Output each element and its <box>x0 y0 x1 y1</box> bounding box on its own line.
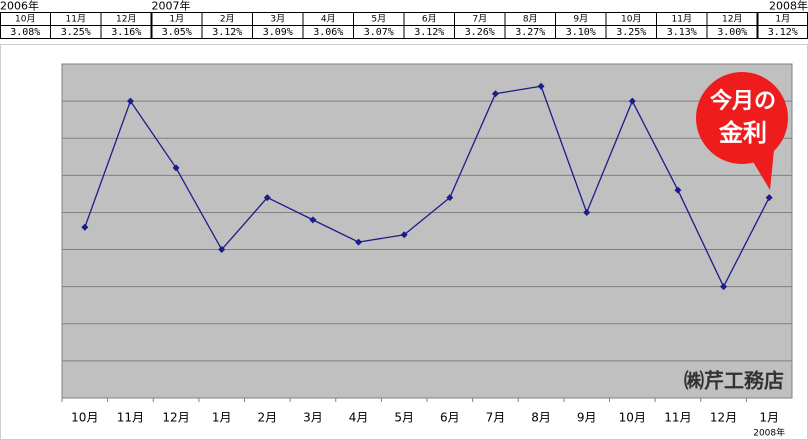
x-tick-label: 10月 <box>619 411 646 425</box>
data-point <box>537 82 545 90</box>
table-month: 9月 <box>573 14 588 25</box>
table-rate: 3.25% <box>616 27 646 38</box>
data-point <box>720 283 728 291</box>
table-rate: 3.12% <box>212 27 242 38</box>
table-rate: 3.12% <box>768 27 798 38</box>
data-point <box>263 194 271 202</box>
callout-text: 今月の <box>710 88 776 114</box>
table-month: 8月 <box>523 14 538 25</box>
x-tick-label: 3月 <box>303 411 323 425</box>
data-point <box>583 208 591 216</box>
x-tick-label: 2月 <box>257 411 277 425</box>
table-rate: 3.13% <box>667 27 697 38</box>
callout-bubble <box>696 72 788 164</box>
data-point <box>81 223 89 231</box>
table-month: 7月 <box>472 14 487 25</box>
callout-text: 金利 <box>718 119 767 147</box>
x-tick-label: 11月 <box>117 411 144 425</box>
data-point <box>309 216 317 224</box>
table-month: 11月 <box>66 14 86 25</box>
table-rate: 3.10% <box>566 27 596 38</box>
table-month: 2月 <box>220 14 235 25</box>
data-point <box>126 97 134 105</box>
plot-area <box>61 63 793 399</box>
table-month: 6月 <box>422 14 437 25</box>
data-line <box>84 85 770 289</box>
table-rate: 3.07% <box>364 27 394 38</box>
x-tick-label: 5月 <box>394 411 414 425</box>
year-label: 2006年 <box>0 0 39 13</box>
table-month: 10月 <box>15 14 35 25</box>
data-point <box>400 231 408 239</box>
x-tick-label: 1月 <box>759 411 779 425</box>
x-tick-label: 6月 <box>440 411 460 425</box>
table-month: 12月 <box>116 14 136 25</box>
table-rate: 3.16% <box>111 27 141 38</box>
x-tick-label: 10月 <box>71 411 98 425</box>
data-point <box>491 90 499 98</box>
watermark: ㈱芹工務店 <box>684 369 784 393</box>
x-tick-label: 12月 <box>162 411 189 425</box>
x-year-label: 2008年 <box>753 427 785 439</box>
data-point <box>172 164 180 172</box>
table-rate: 3.26% <box>465 27 495 38</box>
table-month: 5月 <box>371 14 386 25</box>
x-tick-label: 8月 <box>531 411 551 425</box>
data-point <box>765 194 773 202</box>
x-tick-label: 11月 <box>664 411 691 425</box>
x-tick-label: 7月 <box>486 411 506 425</box>
data-point <box>218 246 226 254</box>
year-label: 2007年 <box>152 0 191 13</box>
x-tick-label: 12月 <box>710 411 737 425</box>
data-point <box>628 97 636 105</box>
table-rate: 3.25% <box>61 27 91 38</box>
x-tick-label: 9月 <box>577 411 597 425</box>
table-rate: 3.00% <box>717 27 747 38</box>
data-point <box>446 194 454 202</box>
table-rate: 3.06% <box>313 27 343 38</box>
table-rate: 3.05% <box>162 27 192 38</box>
table-month: 1月 <box>169 14 184 25</box>
table-rate: 3.08% <box>10 27 40 38</box>
table-month: 12月 <box>722 14 742 25</box>
table-month: 10月 <box>621 14 641 25</box>
table-month: 1月 <box>775 14 790 25</box>
table-month: 3月 <box>270 14 285 25</box>
table-rate: 3.09% <box>263 27 293 38</box>
table-rate: 3.12% <box>414 27 444 38</box>
table-month: 11月 <box>672 14 692 25</box>
data-point <box>355 238 363 246</box>
x-tick-label: 4月 <box>349 411 369 425</box>
x-tick-label: 1月 <box>212 411 232 425</box>
table-month: 4月 <box>321 14 336 25</box>
table-rate: 3.27% <box>515 27 545 38</box>
data-point <box>674 186 682 194</box>
year-label: 2008年 <box>769 0 808 13</box>
